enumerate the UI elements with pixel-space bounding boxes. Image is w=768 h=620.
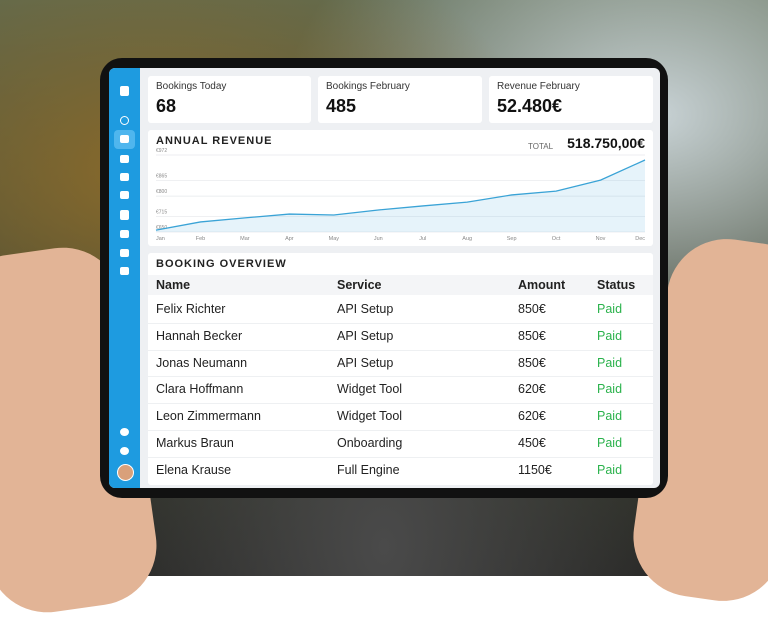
table-cell: Full Engine (337, 462, 400, 477)
column-header: Name (156, 278, 191, 292)
table-cell: Widget Tool (337, 382, 403, 397)
bank-icon[interactable] (120, 249, 129, 257)
table-cell: Widget Tool (337, 409, 403, 424)
table-title: BOOKING OVERVIEW (156, 258, 287, 270)
table-cell: Paid (597, 302, 623, 316)
y-tick-label: €650 (156, 225, 167, 231)
x-tick-label: Sep (507, 236, 517, 242)
document-icon[interactable] (120, 210, 129, 220)
column-header: Amount (518, 278, 566, 292)
table-cell: 850€ (518, 328, 546, 343)
stat-value: 68 (156, 96, 177, 116)
avatar[interactable] (117, 464, 134, 481)
table-cell: Onboarding (337, 436, 403, 450)
row-divider (148, 456, 653, 458)
table-header-row (148, 275, 653, 295)
x-tick-label: Feb (196, 236, 205, 242)
total-label: TOTAL (528, 142, 554, 151)
logo-icon (120, 86, 129, 96)
table-cell: Paid (597, 328, 623, 343)
table-cell: Markus Braun (156, 436, 234, 450)
chart-title: ANNUAL REVENUE (156, 135, 272, 147)
table-cell: Paid (597, 409, 623, 424)
y-tick-label: €972 (156, 148, 167, 154)
table-cell: API Setup (337, 355, 394, 370)
stat-label: Bookings February (326, 81, 410, 92)
x-tick-label: Jan (156, 236, 165, 242)
sidebar (109, 68, 140, 488)
contacts-icon[interactable] (120, 173, 129, 181)
search-icon[interactable] (120, 116, 129, 125)
table-cell: 620€ (518, 382, 546, 397)
mail-icon[interactable] (120, 191, 129, 199)
table-cell: 850€ (518, 355, 546, 370)
table-cell: Clara Hoffmann (156, 382, 244, 397)
column-header: Service (337, 278, 382, 292)
home-icon[interactable] (120, 135, 129, 143)
x-tick-label: May (329, 236, 340, 242)
screen: Bookings Today 68 Bookings February 485 … (109, 68, 660, 488)
booking-table: BOOKING OVERVIEW Name Service Amount Status… (148, 253, 653, 485)
help-icon[interactable] (120, 447, 129, 455)
x-tick-label: Mar (240, 236, 250, 242)
table-cell: API Setup (337, 328, 394, 343)
x-tick-label: Jul (419, 236, 426, 242)
row-divider (148, 349, 653, 351)
table-cell: Hannah Becker (156, 328, 243, 343)
stat-card: Bookings February 485 (318, 76, 482, 123)
x-tick-label: Jun (374, 236, 383, 242)
x-tick-label: Oct (552, 236, 561, 242)
stat-label: Bookings Today (156, 81, 227, 92)
table-cell: Paid (597, 355, 623, 370)
stat-card: Bookings Today 68 (148, 76, 311, 123)
x-tick-label: Nov (596, 236, 606, 242)
y-tick-label: €715 (156, 209, 167, 215)
table-cell: Paid (597, 436, 623, 450)
stat-value: 52.480€ (497, 96, 563, 116)
area (156, 160, 645, 232)
stat-value: 485 (326, 96, 357, 116)
table-cell: Elena Krause (156, 462, 232, 477)
row-divider (148, 376, 653, 378)
table-cell: Paid (597, 382, 623, 397)
table-cell: Leon Zimmermann (156, 409, 261, 424)
row-divider (148, 403, 653, 405)
table-cell: 620€ (518, 409, 546, 424)
x-tick-label: Dec (635, 236, 645, 242)
table-cell: Paid (597, 462, 623, 477)
table-cell: 1150€ (518, 462, 552, 477)
y-tick-label: €800 (156, 189, 167, 195)
row-divider (148, 430, 653, 431)
total-value: 518.750,00€ (567, 135, 645, 151)
payment-icon[interactable] (120, 230, 129, 238)
y-tick-label: €865 (156, 174, 167, 180)
stat-label: Revenue February (497, 81, 580, 92)
table-cell: Jonas Neumann (156, 355, 248, 370)
table-cell: Felix Richter (156, 302, 226, 316)
chart: ANNUAL REVENUE TOTAL 518.750,00€ €650 €71… (148, 130, 653, 246)
stat-card: Revenue February 52.480€ (489, 76, 653, 123)
x-tick-label: Aug (462, 236, 472, 242)
column-header: Status (597, 278, 636, 292)
table-cell: API Setup (337, 302, 394, 316)
table-cell: 450€ (518, 436, 546, 450)
tag-icon[interactable] (120, 267, 129, 275)
user-icon[interactable] (120, 155, 129, 163)
settings-icon[interactable] (120, 428, 129, 436)
x-tick-label: Apr (285, 236, 294, 242)
row-divider (148, 322, 653, 324)
line (155, 159, 646, 231)
table-cell: 850€ (518, 302, 546, 316)
